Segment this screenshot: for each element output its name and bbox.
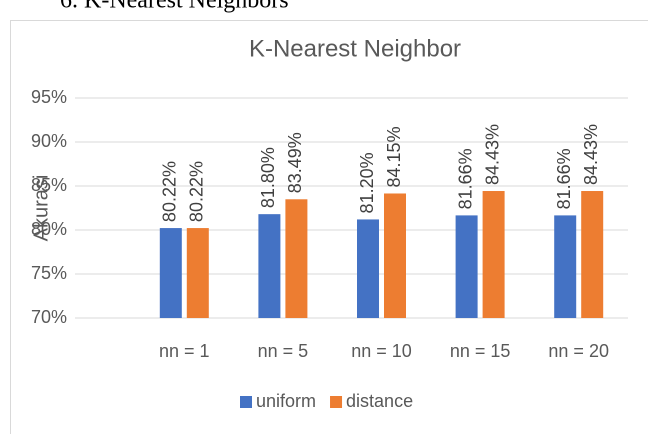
data-label: 80.22% (187, 161, 207, 222)
data-label: 81.66% (455, 148, 475, 209)
legend-swatch (240, 396, 252, 408)
bar (285, 199, 308, 318)
x-tick-label: nn = 5 (258, 341, 309, 361)
y-tick-label: 95% (31, 87, 67, 107)
section-heading: 6. K-Nearest Neighbors (60, 0, 289, 14)
bar (455, 215, 478, 318)
bar (186, 228, 209, 318)
data-label: 81.20% (357, 152, 377, 213)
legend-label: uniform (256, 391, 316, 411)
x-tick-label: nn = 1 (159, 341, 210, 361)
data-label: 81.80% (258, 147, 278, 208)
bar (258, 214, 281, 318)
bar (357, 219, 379, 318)
y-tick-label: 85% (31, 175, 67, 195)
y-tick-label: 70% (31, 307, 67, 327)
bar (482, 191, 505, 318)
x-tick-label: nn = 20 (548, 341, 609, 361)
data-label: 81.66% (554, 148, 574, 209)
legend-swatch (330, 396, 343, 408)
data-label: 80.22% (160, 161, 180, 222)
data-label: 84.43% (482, 124, 502, 185)
data-label: 83.49% (285, 132, 305, 193)
y-tick-label: 75% (31, 263, 67, 283)
legend-label: distance (346, 391, 413, 411)
y-tick-label: 80% (31, 219, 67, 239)
x-tick-label: nn = 10 (351, 341, 412, 361)
data-label: 84.43% (581, 124, 601, 185)
data-label: 84.15% (384, 126, 404, 187)
chart-title: K-Nearest Neighbor (249, 35, 461, 62)
bar (384, 193, 406, 318)
x-tick-label: nn = 15 (450, 341, 511, 361)
chart-border (10, 20, 648, 434)
bar (581, 191, 604, 318)
bar (554, 215, 577, 318)
bar (159, 228, 182, 318)
y-axis-label: Akurasi (30, 175, 52, 242)
y-tick-label: 90% (31, 131, 67, 151)
